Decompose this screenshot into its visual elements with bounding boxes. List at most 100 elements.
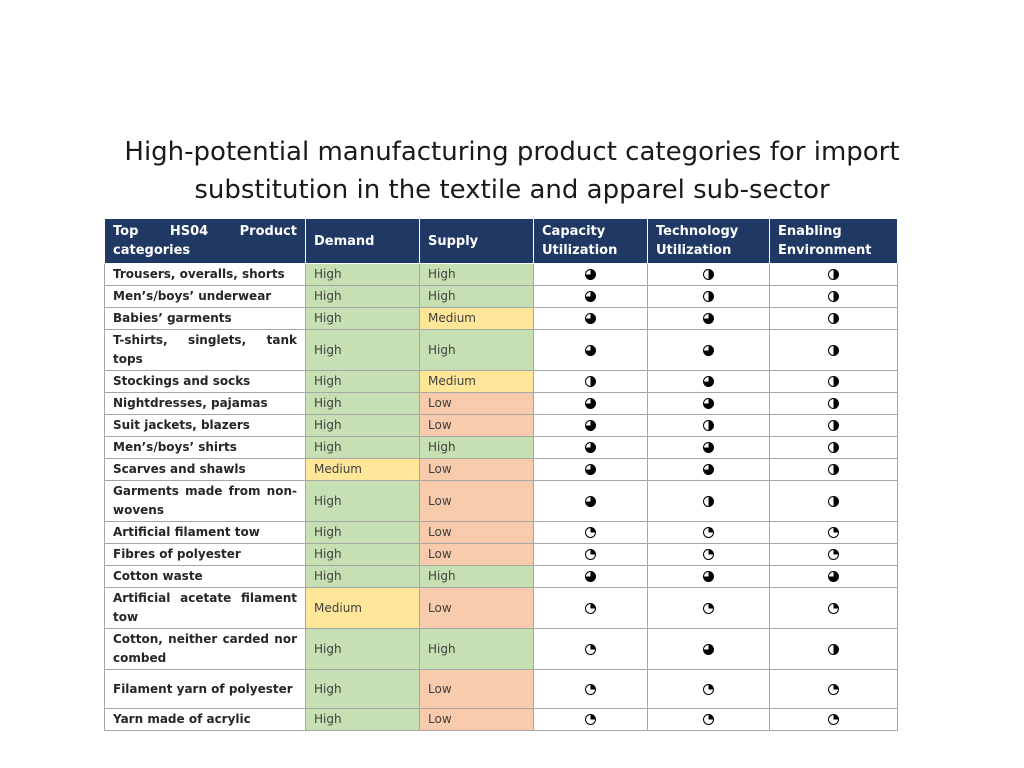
demand-cell: High xyxy=(305,436,420,459)
table-row: Fibres of polyester High Low xyxy=(104,543,898,566)
environment-rating-cell xyxy=(769,565,898,588)
demand-cell: High xyxy=(305,521,420,544)
table-row: Trousers, overalls, shorts High High xyxy=(104,263,898,286)
capacity-rating-cell xyxy=(533,285,648,308)
harvey-ball-icon xyxy=(585,376,596,387)
harvey-ball-icon xyxy=(828,714,839,725)
harvey-ball-icon xyxy=(828,269,839,280)
capacity-rating-cell xyxy=(533,543,648,566)
harvey-ball-icon xyxy=(703,269,714,280)
demand-cell: High xyxy=(305,285,420,308)
capacity-rating-cell xyxy=(533,329,648,371)
supply-cell: Low xyxy=(419,543,534,566)
harvey-ball-icon xyxy=(828,602,839,614)
harvey-ball-icon xyxy=(703,643,714,655)
environment-rating-cell xyxy=(769,543,898,566)
environment-rating-cell xyxy=(769,669,898,709)
harvey-ball-icon xyxy=(585,643,596,655)
header-demand: Demand xyxy=(305,218,420,264)
category-cell: Babies’ garments xyxy=(104,307,306,330)
capacity-rating-cell xyxy=(533,708,648,731)
harvey-ball-icon xyxy=(585,269,596,280)
demand-cell: High xyxy=(305,628,420,670)
table-row: Scarves and shawls Medium Low xyxy=(104,458,898,481)
environment-rating-cell xyxy=(769,285,898,308)
category-cell: Fibres of polyester xyxy=(104,543,306,566)
harvey-ball-icon xyxy=(703,398,714,409)
supply-cell: Low xyxy=(419,480,534,522)
harvey-ball-icon xyxy=(703,291,714,302)
demand-cell: High xyxy=(305,669,420,709)
supply-cell: High xyxy=(419,285,534,308)
harvey-ball-icon xyxy=(703,442,714,453)
harvey-ball-icon xyxy=(703,714,714,725)
category-cell: Cotton, neither carded nor combed xyxy=(104,628,306,670)
category-cell: Suit jackets, blazers xyxy=(104,414,306,437)
technology-rating-cell xyxy=(647,521,770,544)
header-supply: Supply xyxy=(419,218,534,264)
technology-rating-cell xyxy=(647,263,770,286)
category-cell: Artificial acetate filament tow xyxy=(104,587,306,629)
harvey-ball-icon xyxy=(585,495,596,507)
category-cell: Garments made from non-wovens xyxy=(104,480,306,522)
category-cell: Filament yarn of polyester xyxy=(104,669,306,709)
harvey-ball-icon xyxy=(828,495,839,507)
harvey-ball-icon xyxy=(585,398,596,409)
table-row: Men’s/boys’ shirts High High xyxy=(104,436,898,459)
table-row: Nightdresses, pajamas High Low xyxy=(104,392,898,415)
header-capacity-utilization: Capacity Utilization xyxy=(533,218,648,264)
harvey-ball-icon xyxy=(585,442,596,453)
harvey-ball-icon xyxy=(828,683,839,695)
harvey-ball-icon xyxy=(585,420,596,431)
supply-cell: Low xyxy=(419,414,534,437)
demand-cell: High xyxy=(305,263,420,286)
table-row: Artificial filament tow High Low xyxy=(104,521,898,544)
supply-cell: Low xyxy=(419,392,534,415)
demand-cell: High xyxy=(305,307,420,330)
table-row: Men’s/boys’ underwear High High xyxy=(104,285,898,308)
capacity-rating-cell xyxy=(533,370,648,393)
demand-cell: High xyxy=(305,480,420,522)
technology-rating-cell xyxy=(647,458,770,481)
supply-cell: High xyxy=(419,329,534,371)
harvey-ball-icon xyxy=(585,571,596,582)
harvey-ball-icon xyxy=(828,420,839,431)
technology-rating-cell xyxy=(647,628,770,670)
environment-rating-cell xyxy=(769,708,898,731)
capacity-rating-cell xyxy=(533,436,648,459)
technology-rating-cell xyxy=(647,587,770,629)
supply-cell: High xyxy=(419,436,534,459)
supply-cell: Low xyxy=(419,708,534,731)
table-row: Artificial acetate filament tow Medium Low xyxy=(104,587,898,629)
harvey-ball-icon xyxy=(703,683,714,695)
technology-rating-cell xyxy=(647,543,770,566)
technology-rating-cell xyxy=(647,370,770,393)
technology-rating-cell xyxy=(647,565,770,588)
table-row: Suit jackets, blazers High Low xyxy=(104,414,898,437)
table-row: Cotton waste High High xyxy=(104,565,898,588)
technology-rating-cell xyxy=(647,708,770,731)
table-body: Trousers, overalls, shorts High High Men’s/… xyxy=(104,263,898,731)
supply-cell: High xyxy=(419,628,534,670)
category-cell: Nightdresses, pajamas xyxy=(104,392,306,415)
harvey-ball-icon xyxy=(703,602,714,614)
technology-rating-cell xyxy=(647,329,770,371)
harvey-ball-icon xyxy=(828,291,839,302)
demand-cell: High xyxy=(305,708,420,731)
demand-cell: Medium xyxy=(305,587,420,629)
capacity-rating-cell xyxy=(533,480,648,522)
category-cell: Artificial filament tow xyxy=(104,521,306,544)
supply-cell: Low xyxy=(419,669,534,709)
supply-cell: Medium xyxy=(419,370,534,393)
harvey-ball-icon xyxy=(828,313,839,324)
harvey-ball-icon xyxy=(828,643,839,655)
harvey-ball-icon xyxy=(703,376,714,387)
demand-cell: High xyxy=(305,370,420,393)
harvey-ball-icon xyxy=(703,527,714,538)
capacity-rating-cell xyxy=(533,392,648,415)
harvey-ball-icon xyxy=(703,344,714,356)
harvey-ball-icon xyxy=(585,683,596,695)
demand-cell: High xyxy=(305,565,420,588)
harvey-ball-icon xyxy=(585,549,596,560)
category-cell: Yarn made of acrylic xyxy=(104,708,306,731)
